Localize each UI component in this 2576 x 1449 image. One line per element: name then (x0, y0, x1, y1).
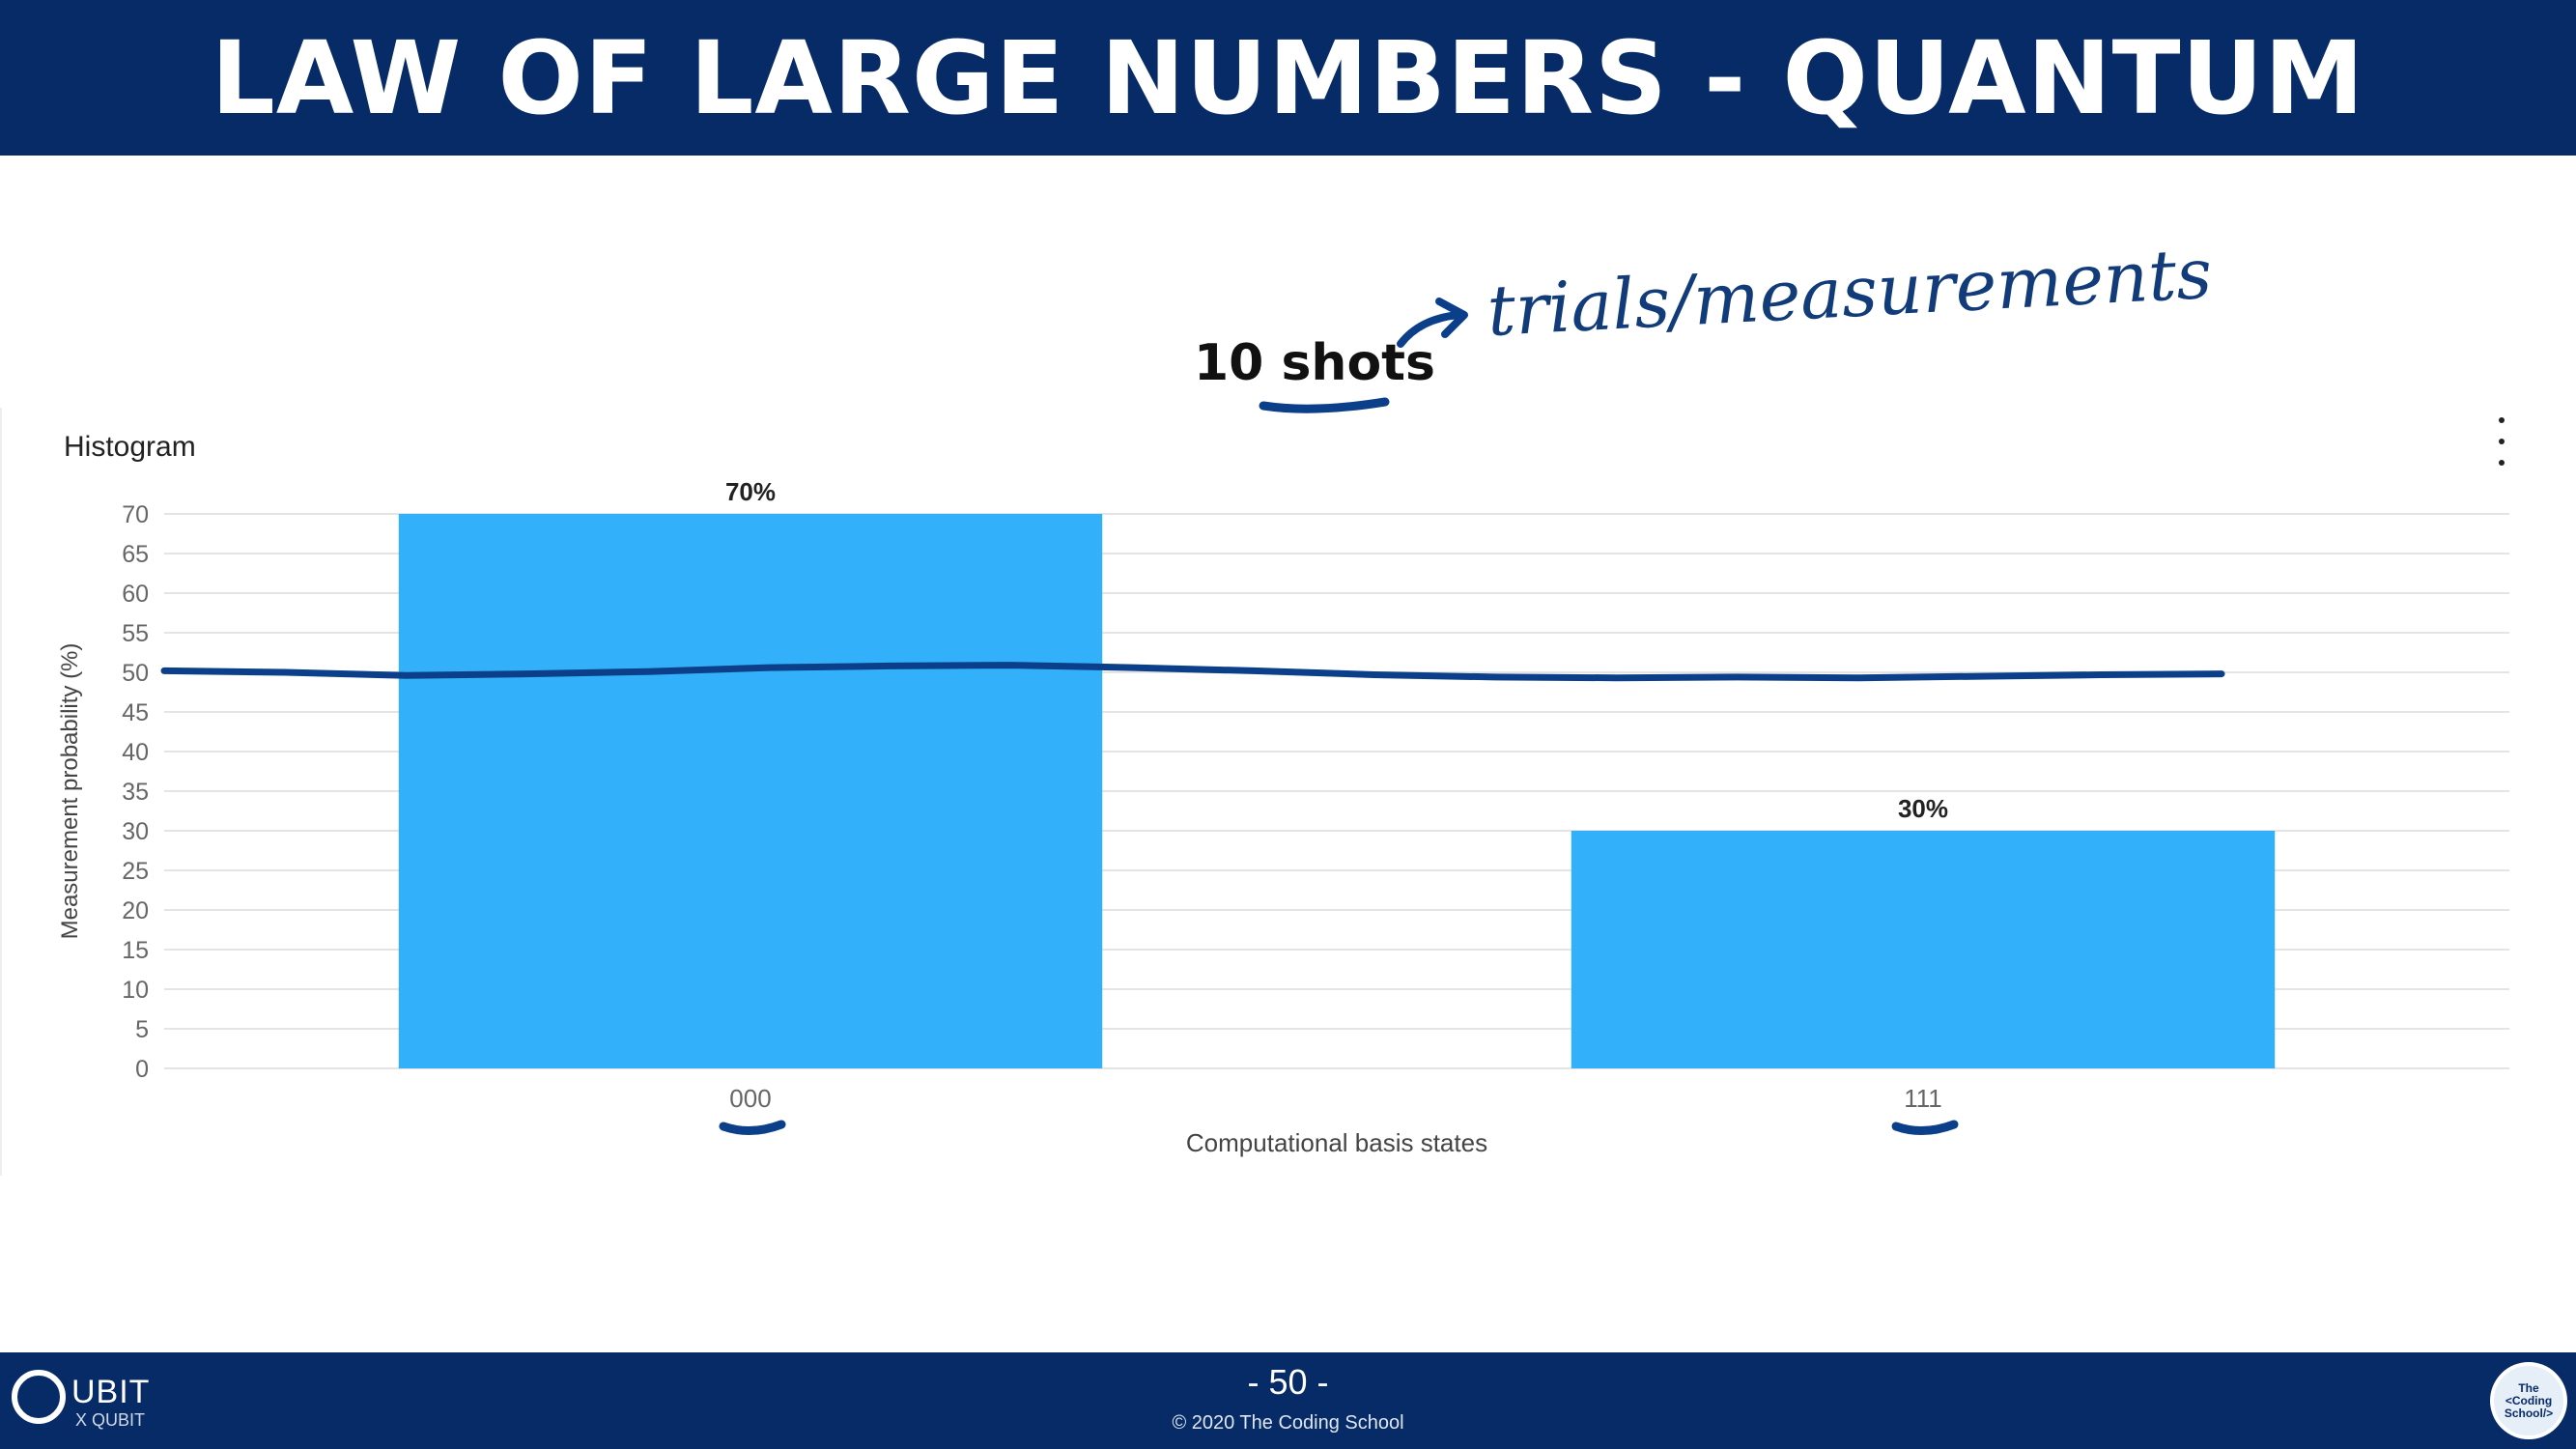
bar-000[interactable] (398, 514, 1103, 1068)
x-tick-label: 000 (729, 1084, 771, 1113)
title-bar: LAW OF LARGE NUMBERS - QUANTUM (0, 0, 2576, 156)
chart-card: Histogram (0, 408, 2576, 1176)
ink-underlines (719, 1120, 1959, 1135)
footer: UBIT X QUBIT - 50 - © 2020 The Coding Sc… (0, 1352, 2576, 1449)
handwritten-trend-line (160, 662, 2225, 682)
y-tick-label: 25 (122, 858, 149, 885)
qubit-logo-word: UBIT (71, 1374, 151, 1410)
x-tick-label: 111 (1904, 1084, 1942, 1113)
y-axis-title: Measurement probability (%) (57, 643, 83, 940)
y-tick-label: 70 (122, 501, 149, 528)
x-axis-title: Computational basis states (1186, 1128, 1487, 1157)
y-tick-label: 50 (122, 660, 149, 687)
bars-layer (398, 514, 2276, 1068)
copyright: © 2020 The Coding School (1172, 1412, 1404, 1434)
y-tick-label: 0 (135, 1056, 149, 1083)
y-tick-label: 45 (122, 699, 149, 726)
qubit-logo-icon (12, 1370, 66, 1424)
ink-underline-111 (1891, 1120, 1959, 1135)
data-label-000: 70% (725, 477, 776, 506)
y-tick-label: 10 (122, 977, 149, 1004)
qubit-logo: UBIT X QUBIT (12, 1370, 166, 1434)
bar-111[interactable] (1571, 831, 2276, 1068)
data-labels: 70% 30% (725, 477, 1948, 823)
data-label-111: 30% (1898, 794, 1948, 823)
ink-underline-000 (719, 1120, 786, 1135)
y-tick-labels: 0 5 10 15 20 25 30 35 40 45 50 55 60 65 70 (122, 501, 149, 1083)
y-tick-label: 40 (122, 739, 149, 766)
page-number: - 50 - (1247, 1362, 1329, 1402)
y-tick-label: 20 (122, 897, 149, 924)
y-tick-label: 30 (122, 818, 149, 845)
y-tick-label: 60 (122, 581, 149, 608)
y-tick-label: 15 (122, 937, 149, 964)
shots-label: 10 shots (1194, 334, 1435, 392)
y-tick-label: 55 (122, 620, 149, 647)
y-tick-label: 35 (122, 779, 149, 806)
y-tick-label: 65 (122, 541, 149, 568)
more-options-icon[interactable] (2490, 417, 2513, 466)
y-tick-label: 5 (135, 1016, 149, 1043)
qubit-logo-sub: X QUBIT (75, 1410, 146, 1430)
x-tick-labels: 000 111 (729, 1084, 1941, 1113)
slide-title: LAW OF LARGE NUMBERS - QUANTUM (211, 18, 2365, 137)
chart-card-title: Histogram (64, 431, 196, 463)
coding-school-logo: The <Coding School/> (2490, 1362, 2567, 1439)
